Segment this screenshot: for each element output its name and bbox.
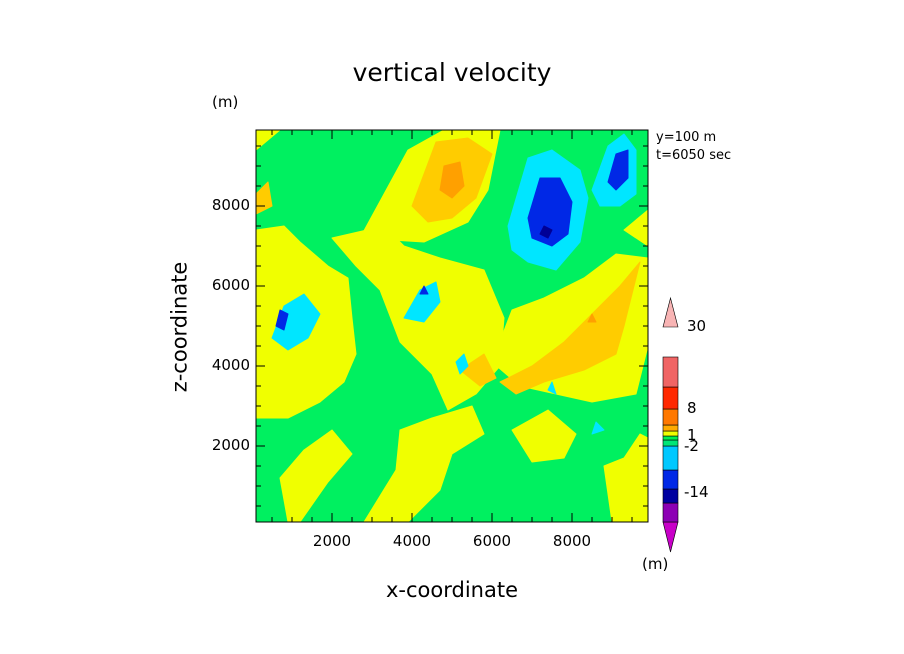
annotation-time: t=6050 sec <box>656 148 732 163</box>
colorbar-segment <box>662 430 679 437</box>
colorbar-segment <box>662 488 679 504</box>
contour-region-light-orange <box>459 353 497 387</box>
contour-region-yellow <box>491 253 648 403</box>
colorbar-segment <box>662 296 679 328</box>
contour-region-cyan <box>591 421 605 435</box>
axis-ticks <box>256 130 648 522</box>
contour-region-blue <box>607 149 629 191</box>
contour-region-light-orange <box>499 261 641 395</box>
contour-region-cyan <box>547 381 557 395</box>
colorbar-segment <box>662 408 679 426</box>
colorbar-tick-label: 30 <box>687 317 707 335</box>
colorbar-segment <box>662 445 679 471</box>
y-tick-label: 4000 <box>211 356 250 374</box>
colorbar-segment <box>662 356 679 388</box>
contour-region-yellow <box>363 405 485 522</box>
colorbar-segment <box>662 469 679 490</box>
contour-region-cyan <box>271 293 321 351</box>
contour-region-blue <box>275 309 289 331</box>
colorbar-tick-label: 8 <box>687 399 697 417</box>
contour-region-yellow <box>279 429 353 522</box>
contour-region-blue <box>527 177 573 247</box>
contour-region-blue <box>419 285 429 295</box>
x-tick-label: 2000 <box>312 532 352 550</box>
x-axis-label: x-coordinate <box>385 578 518 602</box>
y-tick-label: 6000 <box>211 276 250 294</box>
y-axis-unit: (m) <box>212 93 239 111</box>
colorbar-segment <box>662 439 679 447</box>
x-tick-label: 4000 <box>392 532 432 550</box>
colorbar-segment <box>662 435 679 441</box>
colorbar-segment <box>662 424 679 432</box>
chart-title: vertical velocity <box>352 58 552 87</box>
annotation-y-position: y=100 m <box>656 130 717 145</box>
contour-region-dark-blue <box>539 225 553 239</box>
contour-region-yellow <box>511 409 577 463</box>
colorbar <box>662 296 679 553</box>
contour-region-orange <box>439 161 465 199</box>
contour-region-yellow <box>256 130 281 151</box>
contour-regions <box>256 130 648 522</box>
contour-region-yellow <box>623 209 648 247</box>
colorbar-segment <box>662 502 679 523</box>
colorbar-segment <box>662 386 679 410</box>
x-tick-label: 8000 <box>552 532 592 550</box>
colorbar-tick-label: -2 <box>684 437 699 455</box>
contour-region-yellow <box>603 433 648 522</box>
y-tick-label: 2000 <box>211 436 250 454</box>
y-axis-label: z-coordinate <box>167 261 192 393</box>
contour-region-cyan <box>455 353 469 375</box>
x-tick-label: 6000 <box>472 532 512 550</box>
colorbar-tick-label: 1 <box>687 426 697 444</box>
colorbar-segment <box>662 521 679 553</box>
colorbar-tick-label: -14 <box>684 483 709 501</box>
contour-region-cyan <box>403 281 441 323</box>
colorbar-unit: (m) <box>642 555 669 573</box>
y-tick-label: 8000 <box>211 196 250 214</box>
contour-region-orange <box>587 313 597 323</box>
